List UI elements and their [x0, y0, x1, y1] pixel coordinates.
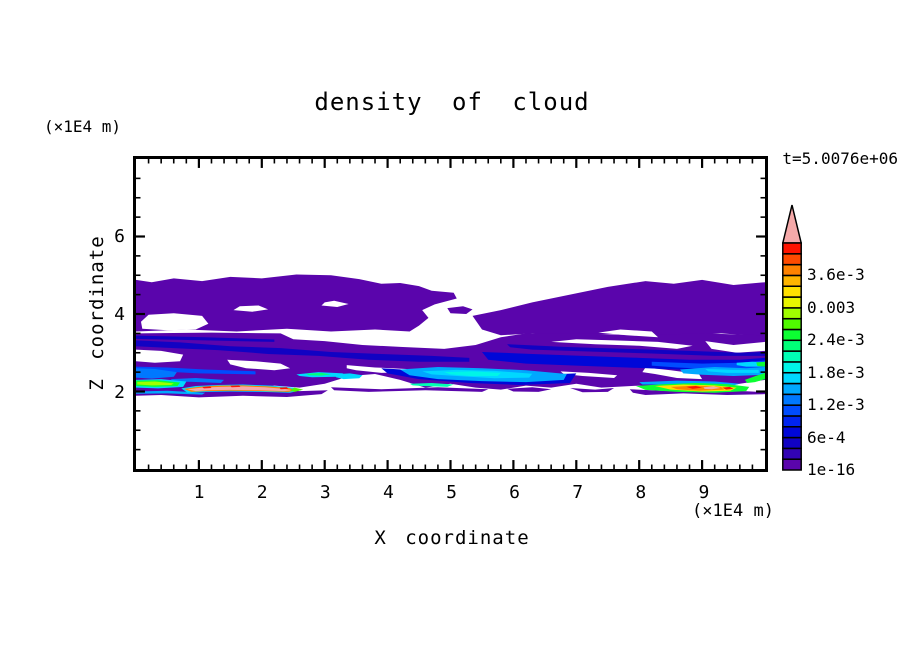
x-axis-title: X coordinate	[374, 527, 530, 549]
contour-region-cyan-center-core	[444, 371, 501, 376]
plot-title: density of cloud	[314, 88, 590, 116]
colorbar-label: 2.4e-3	[807, 330, 865, 350]
colorbar-segment	[782, 393, 802, 406]
contour-region-hole-j	[560, 371, 618, 378]
contour-region-right-streak-red2	[722, 386, 734, 390]
colorbar-label: 0.003	[807, 297, 856, 317]
contour-region-hole-g	[598, 329, 659, 338]
contour-region-blob-left-blue	[136, 368, 177, 379]
contour-region-hole-b	[233, 305, 269, 312]
contour-region-arc-red-dot1	[202, 386, 212, 389]
contour-field	[136, 159, 765, 469]
colorbar-segment	[782, 458, 802, 471]
contour-region-hole-e	[551, 339, 693, 349]
z-tick-label: 4	[114, 304, 125, 325]
x-tick-label: 8	[635, 482, 647, 503]
contour-region-green-edge-tip	[756, 361, 765, 367]
time-label: t=5.0076e+06	[782, 149, 898, 168]
contour-region-right-streak-salmon	[703, 386, 721, 390]
colorbar-segment	[782, 242, 802, 255]
contour-region-streak-bright-right	[651, 360, 765, 370]
contour-region-streak-blue-left2	[136, 335, 275, 342]
contour-region-cyan-mid-small	[334, 373, 363, 380]
x-tick-label: 9	[698, 482, 710, 503]
x-axis-unit-label: (×1E4 m)	[692, 501, 774, 521]
colorbar-segment	[782, 426, 802, 439]
x-tick-label: 5	[446, 482, 457, 503]
contour-region-arc-core-salmon	[187, 386, 294, 392]
colorbar-segment	[782, 285, 802, 298]
x-tick-label: 1	[193, 482, 205, 503]
contour-region-arc-red-dot2	[230, 385, 241, 388]
colorbar-segment	[782, 361, 802, 374]
colorbar-segment	[782, 371, 802, 385]
contour-region-upper-left-cloud	[136, 274, 457, 332]
z-tick-label: 2	[114, 382, 125, 403]
contour-region-hole-k	[642, 367, 703, 380]
colorbar-segment	[782, 296, 802, 309]
contour-region-hole-l	[136, 349, 184, 363]
colorbar-label: 6e-4	[807, 427, 846, 447]
contour-region-right-edge-green-rise	[744, 372, 765, 383]
contour-region-streak-low-left	[136, 366, 256, 375]
colorbar	[782, 204, 802, 471]
x-tick-label: 2	[256, 482, 268, 503]
z-axis-unit-label: (×1E4 m)	[44, 117, 122, 136]
contour-region-hole-c	[321, 300, 349, 308]
contour-region-small-cloud	[447, 306, 473, 314]
contour-region-arc-red-dot3	[279, 387, 289, 390]
colorbar-overflow-arrow	[782, 204, 802, 244]
colorbar-segment	[782, 382, 802, 396]
colorbar-segment	[782, 307, 802, 320]
contour-region-aqua-under-center	[409, 382, 454, 387]
contour-region-arc-green-tip	[290, 387, 304, 392]
contour-region-right-streak-red1	[686, 386, 703, 389]
colorbar-segment	[782, 447, 802, 460]
contour-region-left-cyan-line	[136, 390, 206, 395]
colorbar-segment	[782, 404, 802, 417]
colorbar-segment	[782, 274, 802, 287]
contour-region-hole-h	[227, 359, 291, 371]
contour-region-hole-f	[705, 341, 765, 353]
contour-region-left-streak-core	[137, 381, 174, 386]
colorbar-label: 1.2e-3	[807, 395, 865, 415]
contour-region-bottom-purple-dot1	[507, 387, 552, 392]
colorbar-segment	[782, 317, 802, 331]
colorbar-segment	[782, 339, 802, 352]
plot-area	[133, 156, 768, 472]
contour-region-streak-blue-left	[136, 340, 470, 362]
contour-region-middle-band	[136, 332, 765, 394]
contour-region-cyan-right-bright	[705, 369, 759, 373]
colorbar-label: 1.8e-3	[807, 362, 865, 382]
colorbar-label: 1e-16	[807, 460, 856, 479]
colorbar-segment	[782, 436, 802, 450]
x-tick-label: 6	[509, 482, 521, 503]
colorbar-segment	[782, 263, 802, 277]
contour-region-hole-a	[140, 313, 209, 331]
contour-region-upper-right-cloud	[472, 279, 765, 337]
contour-region-bottom-purple-dot2	[570, 388, 615, 393]
colorbar-segment	[782, 415, 802, 428]
x-tick-label: 3	[319, 482, 331, 503]
z-tick-label: 6	[114, 226, 125, 247]
x-tick-label: 4	[382, 482, 394, 503]
contour-region-blue-above-arc	[170, 377, 225, 383]
x-tick-label: 7	[572, 482, 584, 503]
contour-region-streak-dark-right	[507, 344, 765, 356]
axis-ticks	[136, 159, 765, 469]
colorbar-segment	[782, 350, 802, 363]
contour-region-green-mid-dot	[305, 372, 331, 376]
contour-region-bottom-purple-tail	[330, 387, 489, 392]
colorbar-segment	[782, 253, 802, 266]
colorbar-label: 3.6e-3	[807, 265, 865, 285]
colorbar-segment	[782, 328, 802, 342]
